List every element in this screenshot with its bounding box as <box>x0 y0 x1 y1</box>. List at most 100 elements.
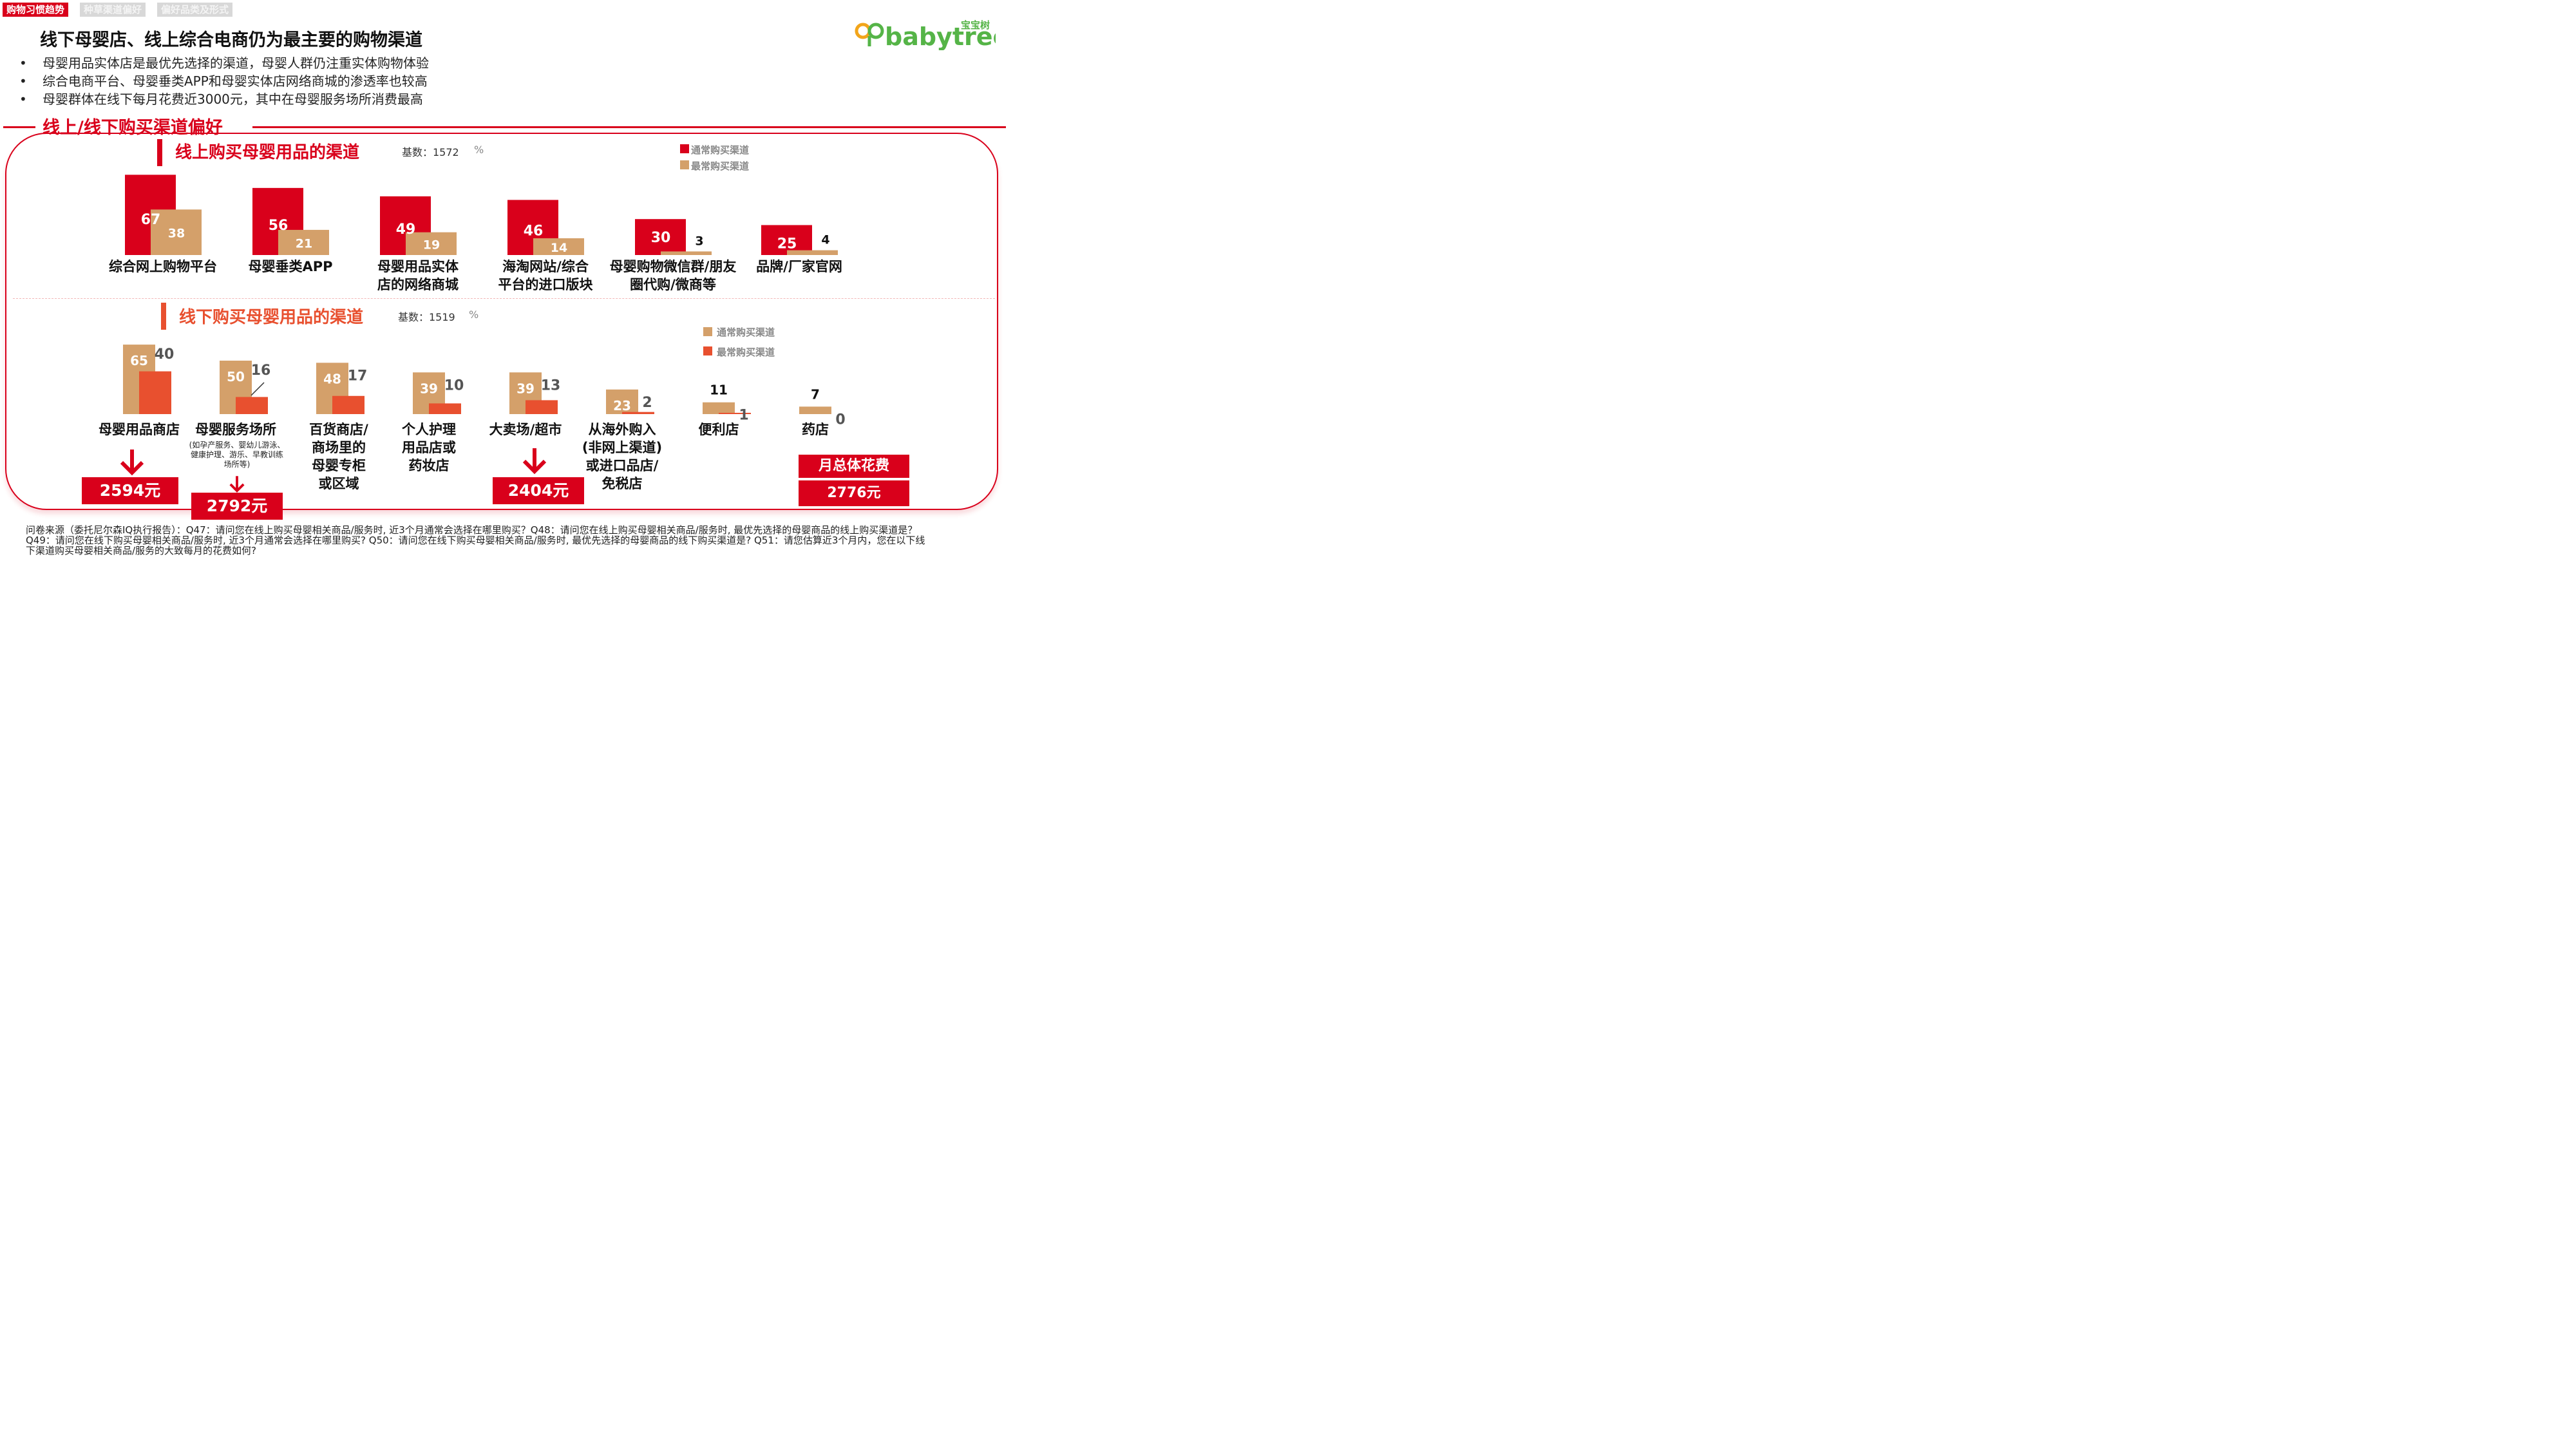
online-value-usual: 30 <box>651 230 671 246</box>
section-line-left <box>3 126 35 128</box>
offline-value-usual: 48 <box>323 371 341 386</box>
spend-service-venue: 2792元 <box>191 493 283 520</box>
down-arrow-icon <box>120 450 144 476</box>
online-bar-most <box>151 209 202 255</box>
online-value-most: 21 <box>296 236 312 251</box>
online-value-most: 14 <box>551 241 567 255</box>
bullet-item: • 母婴群体在线下每月花费近3000元，其中在母婴服务场所消费最高 <box>19 91 423 107</box>
offline-category-label: 药店 <box>802 422 829 437</box>
offline-bar-most <box>139 371 171 414</box>
offline-bar-most <box>622 412 654 414</box>
online-category-label: 母婴用品实体 店的网络商城 <box>377 259 459 292</box>
online-value-most: 3 <box>695 234 703 248</box>
offline-value-most: 40 <box>155 346 175 363</box>
online-bar-most <box>787 250 838 255</box>
legend-usual-swatch <box>680 144 689 153</box>
svg-text:babytree: babytree <box>885 23 996 50</box>
online-value-most: 19 <box>423 238 440 252</box>
online-bar-usual <box>761 225 812 255</box>
tab-seeding-channel[interactable]: 种草渠道偏好 <box>80 3 146 17</box>
offline-bar-most <box>429 403 461 414</box>
online-value-usual: 56 <box>269 218 289 234</box>
chart-frame <box>5 133 998 510</box>
offline-value-most: 1 <box>739 408 748 424</box>
online-value-usual: 49 <box>396 222 416 238</box>
leader-line <box>251 382 265 396</box>
down-arrow-icon <box>522 448 547 475</box>
online-title-bar <box>157 139 162 166</box>
offline-category-label: 百货商店/商场里的 母婴专柜 或区域 <box>309 422 368 491</box>
tab-category-preference[interactable]: 偏好品类及形式 <box>157 3 233 17</box>
offline-value-most: 2 <box>642 395 652 411</box>
online-value-usual: 25 <box>777 236 797 252</box>
spend-maternal-store: 2594元 <box>82 477 178 504</box>
spend-supermarket: 2404元 <box>493 477 584 504</box>
online-unit: % <box>474 144 484 156</box>
offline-category-label: 母婴用品商店 <box>99 422 180 437</box>
online-value-most: 38 <box>168 227 185 241</box>
bullet-dot-icon: • <box>19 91 27 107</box>
online-category-label: 母婴垂类APP <box>248 259 333 274</box>
chart-divider <box>13 298 995 299</box>
online-value-most: 4 <box>821 233 829 247</box>
service-venue-note: (如孕产服务、婴幼儿游泳、健康护理、游乐、早教训练场所等) <box>189 440 285 469</box>
offline-value-usual: 11 <box>710 383 728 398</box>
legend-offline-usual-swatch <box>703 327 712 336</box>
monthly-total-label: 月总体花费 <box>799 455 909 478</box>
online-chart-title: 线上购买母婴用品的渠道 <box>175 143 360 162</box>
down-arrow-icon <box>229 476 245 493</box>
bullet-item: • 母婴用品实体店是最优先选择的渠道，母婴人群仍注重实体购物体验 <box>19 55 429 71</box>
offline-value-usual: 50 <box>227 369 245 384</box>
babytree-logo: babytree 宝宝树 <box>855 19 996 50</box>
online-base: 基数：1572 <box>402 146 459 158</box>
online-category-label: 品牌/厂家官网 <box>756 259 842 274</box>
offline-bar-most <box>526 400 558 414</box>
offline-unit: % <box>469 308 479 321</box>
footnote: 问卷来源（委托尼尔森IQ执行报告）：Q47：请问您在线上购买母婴相关商品/服务时… <box>26 524 925 556</box>
online-value-usual: 67 <box>141 212 161 228</box>
legend-most-swatch <box>680 160 689 169</box>
offline-bar-most <box>332 395 365 414</box>
offline-category-label: 便利店 <box>698 422 739 437</box>
summary-bullets: • 母婴用品实体店是最优先选择的渠道，母婴人群仍注重实体购物体验 • 综合电商平台、… <box>19 54 429 108</box>
offline-base: 基数：1519 <box>398 311 455 323</box>
offline-value-most: 10 <box>444 377 464 393</box>
section-line-right <box>252 126 1006 128</box>
offline-category-label: 个人护理 用品店或 药妆店 <box>402 422 456 473</box>
section-title: 线上/线下购买渠道偏好 <box>43 118 223 138</box>
online-bar-most <box>661 251 712 255</box>
legend-offline-most-label: 最常购买渠道 <box>717 346 775 358</box>
offline-bar-usual <box>703 402 735 414</box>
page-title: 线下母婴店、线上综合电商仍为最主要的购物渠道 <box>40 30 422 50</box>
online-category-label: 综合网上购物平台 <box>109 259 217 274</box>
offline-value-most: 0 <box>835 412 845 428</box>
legend-usual-label: 通常购买渠道 <box>691 144 750 156</box>
offline-value-usual: 7 <box>811 386 820 402</box>
online-bar-most <box>278 229 329 255</box>
offline-bar-most <box>719 413 751 414</box>
offline-value-usual: 23 <box>613 398 631 413</box>
online-bar-most <box>533 238 584 255</box>
legend-most-label: 最常购买渠道 <box>691 160 750 172</box>
offline-value-usual: 65 <box>130 353 148 368</box>
offline-value-usual: 39 <box>516 381 535 396</box>
online-category-label: 母婴购物微信群/朋友 圈代购/微商等 <box>609 259 737 292</box>
offline-bar-most <box>236 397 268 414</box>
offline-bar-usual <box>606 389 638 414</box>
offline-value-most: 17 <box>348 368 368 384</box>
offline-value-most: 13 <box>541 377 561 393</box>
offline-bar-usual <box>799 406 831 414</box>
offline-value-most: 16 <box>251 363 271 379</box>
offline-chart-title: 线下购买母婴用品的渠道 <box>179 308 364 327</box>
online-bar-most <box>406 232 457 255</box>
monthly-total-value: 2776元 <box>799 480 909 506</box>
bullet-item: • 综合电商平台、母婴垂类APP和母婴实体店网络商城的渗透率也较高 <box>19 73 428 89</box>
bullet-dot-icon: • <box>19 55 27 71</box>
offline-title-bar <box>161 303 166 330</box>
bullet-dot-icon: • <box>19 73 27 89</box>
legend-offline-usual-label: 通常购买渠道 <box>717 327 775 338</box>
legend-offline-most-swatch <box>703 346 712 355</box>
tab-shopping-trend[interactable]: 购物习惯趋势 <box>3 3 69 17</box>
offline-category-label: 从海外购入 (非网上渠道) 或进口品店/免税店 <box>582 422 663 491</box>
